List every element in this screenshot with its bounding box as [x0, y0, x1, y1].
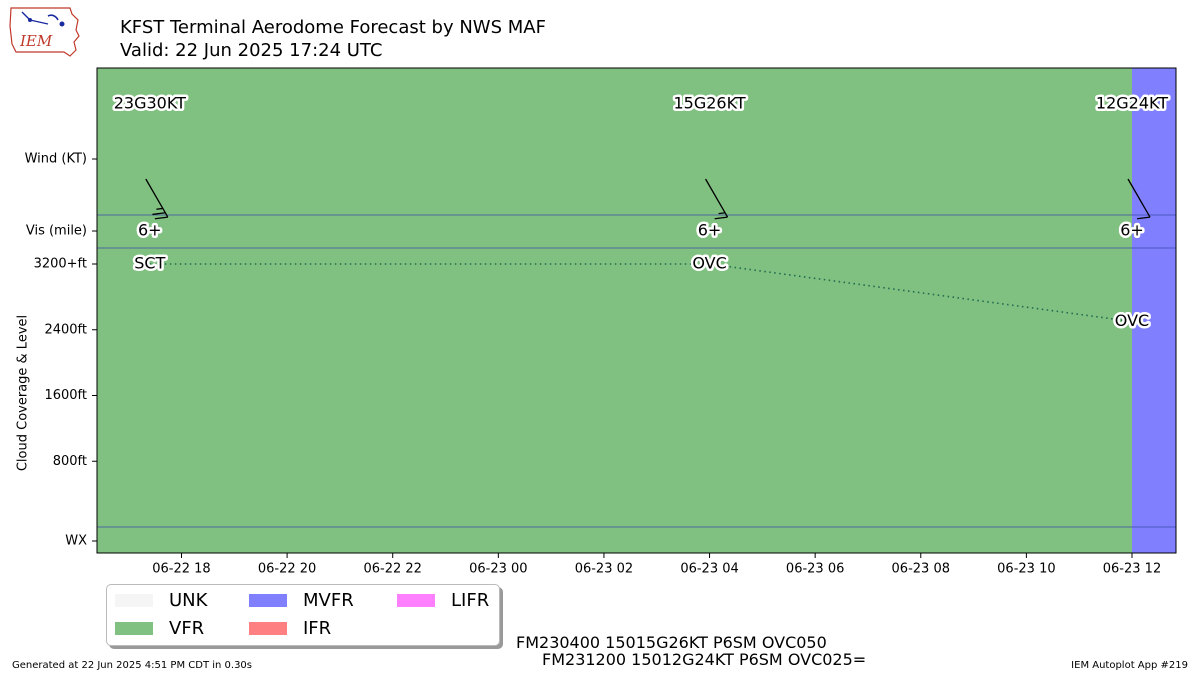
plot-frame	[96, 67, 1177, 554]
legend-swatch-lifr	[397, 593, 435, 607]
wind-barb-0	[145, 178, 169, 220]
x-tick-label-9: 06-23 12	[1103, 562, 1161, 577]
iem-logo: IEM	[9, 7, 80, 57]
x-tick-label-5: 06-23 04	[680, 562, 738, 577]
footer-generated: Generated at 22 Jun 2025 4:51 PM CDT in …	[12, 660, 253, 671]
taf-line-2: FM231200 15012G24KT P6SM OVC025=	[542, 650, 867, 669]
cloud-label-0: SCT	[134, 254, 165, 273]
y-tick-label-1: Vis (mile)	[26, 224, 87, 239]
legend-item-lifr: LIFR	[397, 589, 489, 611]
x-tick-label-1: 06-22 20	[258, 562, 316, 577]
x-tick-label-4: 06-23 02	[575, 562, 633, 577]
cloud-label-1: OVC	[692, 254, 726, 273]
y-tick-label-0: Wind (KT)	[25, 152, 87, 167]
y-tick-label-6: WX	[65, 534, 87, 549]
x-tick-label-7: 06-23 08	[892, 562, 950, 577]
legend-item-unk: UNK	[115, 589, 207, 611]
legend-swatch-ifr	[249, 621, 287, 635]
legend-item-vfr: VFR	[115, 617, 204, 639]
visibility-label-0: 6+	[138, 221, 162, 240]
wind-barb-2	[1127, 178, 1151, 220]
wind-barb-1	[704, 178, 729, 220]
y-tick-label-4: 1600ft	[44, 388, 87, 403]
legend-swatch-vfr	[115, 621, 153, 635]
legend-item-ifr: IFR	[249, 617, 331, 639]
x-tick-label-2: 06-22 22	[363, 562, 421, 577]
logo-text: IEM	[19, 32, 53, 50]
legend-item-mvfr: MVFR	[249, 589, 354, 611]
category-band-vfr-0	[97, 68, 1132, 553]
x-tick-label-8: 06-23 10	[997, 562, 1055, 577]
y-axis-title: Cloud Coverage & Level	[16, 315, 31, 471]
y-tick-label-5: 800ft	[53, 454, 87, 469]
wind-label-0: 23G30KT	[114, 94, 186, 113]
y-tick-label-2: 3200+ft	[34, 257, 87, 272]
legend-swatch-mvfr	[249, 593, 287, 607]
y-tick-label-3: 2400ft	[44, 322, 87, 337]
legend-label-vfr: VFR	[169, 617, 205, 639]
x-tick-label-6: 06-23 06	[786, 562, 844, 577]
chart-subtitle: Valid: 22 Jun 2025 17:24 UTC	[120, 40, 383, 61]
legend-label-unk: UNK	[169, 589, 208, 611]
wind-label-1: 15G26KT	[673, 94, 745, 113]
visibility-label-2: 6+	[1120, 221, 1144, 240]
legend-swatch-unk	[115, 593, 153, 607]
wind-label-2: 12G24KT	[1096, 94, 1168, 113]
visibility-label-1: 6+	[698, 221, 722, 240]
x-tick-label-3: 06-23 00	[469, 562, 527, 577]
cloud-label-2: OVC	[1115, 311, 1149, 330]
category-band-mvfr-1	[1131, 68, 1176, 553]
legend-label-ifr: IFR	[303, 617, 332, 639]
legend-label-mvfr: MVFR	[303, 589, 354, 611]
footer-app: IEM Autoplot App #219	[1071, 660, 1188, 671]
legend-label-lifr: LIFR	[451, 589, 490, 611]
legend: UNK VFR MVFR IFR LIFR	[106, 584, 500, 646]
taf-line-1: FM230400 15015G26KT P6SM OVC050	[516, 633, 827, 652]
x-tick-label-0: 06-22 18	[152, 562, 210, 577]
chart-title: KFST Terminal Aerodome Forecast by NWS M…	[120, 17, 546, 38]
